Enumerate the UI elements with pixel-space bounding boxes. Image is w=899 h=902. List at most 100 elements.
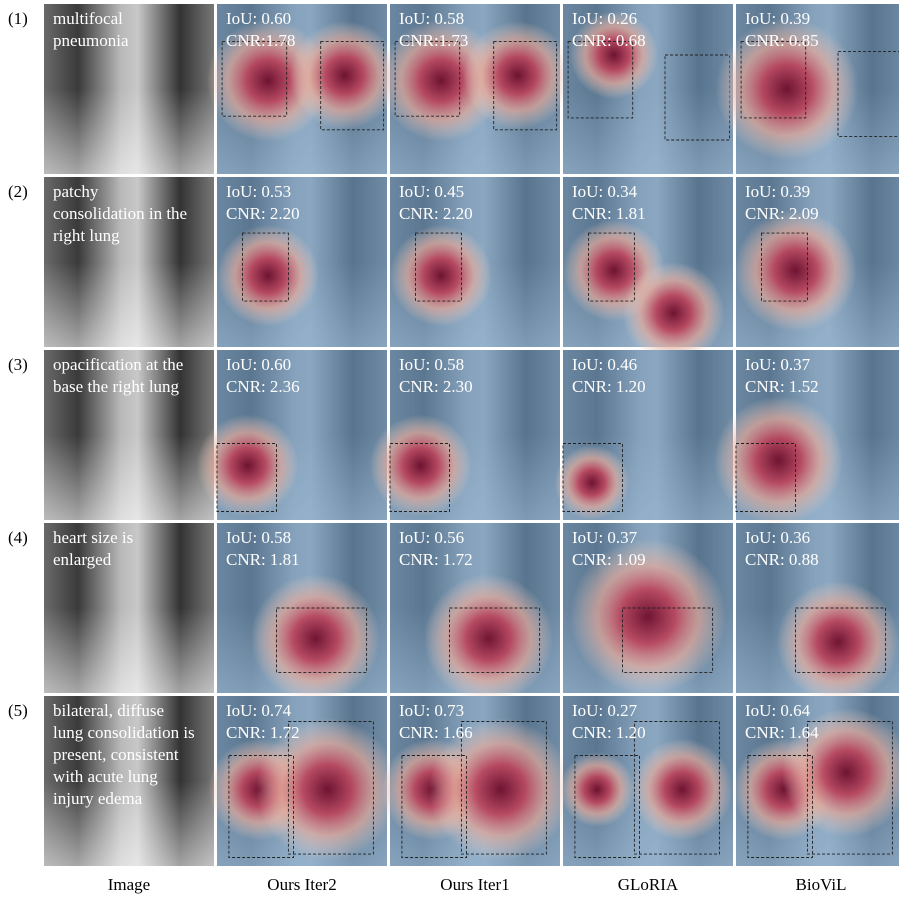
cnr-metric: CNR: 2.09 (745, 204, 819, 223)
cnr-metric: CNR: 0.88 (745, 550, 819, 569)
xray-floor (44, 350, 214, 520)
iou-metric: IoU: 0.73 (399, 701, 464, 720)
heatmap-image: IoU: 0.45 CNR: 2.20 (390, 177, 560, 347)
cnr-metric: CNR: 2.30 (399, 377, 473, 396)
iou-metric: IoU: 0.60 (226, 355, 291, 374)
row-label: (5) (8, 701, 28, 720)
iou-metric: IoU: 0.34 (572, 182, 638, 201)
heat-blob (370, 415, 472, 517)
heatmap-image: IoU: 0.39 CNR: 0.85 (716, 4, 899, 174)
heatmap-image: IoU: 0.27 CNR: 1.20 (560, 696, 733, 866)
xray-image: heart size is enlarged (44, 523, 214, 693)
cnr-metric: CNR: 2.36 (226, 377, 300, 396)
column-header: Image (108, 875, 150, 894)
cnr-metric: CNR:1.73 (399, 31, 468, 50)
heatmap-image: IoU: 0.26 CNR: 0.68 (563, 4, 733, 174)
iou-metric: IoU: 0.36 (745, 528, 810, 547)
row-label: (2) (8, 182, 28, 201)
row-label: (1) (8, 9, 28, 28)
iou-metric: IoU: 0.37 (572, 528, 638, 547)
heatmap-image: IoU: 0.37 CNR: 1.52 (714, 350, 899, 525)
cnr-metric: CNR: 2.20 (226, 204, 300, 223)
xray-floor (44, 4, 214, 174)
heatmap-image: IoU: 0.60 CNR:1.78 (207, 4, 399, 174)
cnr-metric: CNR: 1.09 (572, 550, 646, 569)
heat-blob (734, 209, 856, 331)
heat-blob (424, 574, 553, 703)
heat-blob (217, 225, 319, 327)
heatmap-image: IoU: 0.58 CNR:1.73 (380, 4, 572, 174)
heatmap-image: IoU: 0.46 CNR: 1.20 (555, 350, 734, 520)
caption-line: consolidation in the (53, 204, 187, 223)
iou-metric: IoU: 0.46 (572, 355, 637, 374)
column-header: Ours Iter2 (267, 875, 336, 894)
caption-line: multifocal (53, 9, 123, 28)
heatmap-image: IoU: 0.53CNR: 2.20 (217, 177, 387, 347)
column-header: Ours Iter1 (440, 875, 509, 894)
heatmap-image: IoU: 0.37 CNR: 1.09 (563, 523, 733, 695)
caption-line: with acute lung (53, 767, 158, 786)
iou-metric: IoU: 0.37 (745, 355, 811, 374)
cnr-metric: CNR: 0.85 (745, 31, 819, 50)
heatmap-image: IoU: 0.58 CNR: 1.81 (217, 523, 387, 703)
cnr-metric: CNR: 1.20 (572, 723, 646, 742)
cnr-metric: CNR: 1.64 (745, 723, 819, 742)
heat-blob (714, 396, 843, 525)
cnr-metric: CNR: 1.66 (399, 723, 473, 742)
iou-metric: IoU: 0.26 (572, 9, 637, 28)
heatmap-image: IoU: 0.34 CNR: 1.81 (563, 177, 733, 364)
xray-image: opacification at thebase the right lung (44, 350, 214, 520)
iou-metric: IoU: 0.58 (399, 355, 464, 374)
row-label: (4) (8, 528, 28, 547)
cnr-metric: CNR: 1.72 (226, 723, 300, 742)
heat-blob (390, 225, 492, 327)
heatmap-image: IoU: 0.56 CNR: 1.72 (390, 523, 560, 703)
column-header: BioViL (796, 875, 847, 894)
caption-line: enlarged (53, 550, 112, 569)
heat-blob (623, 262, 725, 364)
heatmap-image: IoU: 0.58 CNR: 2.30 (370, 350, 560, 520)
heatmap-image: IoU: 0.73 CNR: 1.66 (382, 696, 572, 866)
xray-floor (44, 523, 214, 693)
caption-line: pneumonia (53, 31, 129, 50)
cnr-metric: CNR: 1.81 (226, 550, 300, 569)
cnr-metric: CNR: 1.52 (745, 377, 819, 396)
iou-metric: IoU: 0.64 (745, 701, 811, 720)
heat-blob (251, 574, 380, 703)
iou-metric: IoU: 0.27 (572, 701, 638, 720)
iou-metric: IoU: 0.45 (399, 182, 464, 201)
heatmap-image: IoU: 0.36 CNR: 0.88 (736, 523, 899, 703)
iou-metric: IoU: 0.58 (399, 9, 464, 28)
caption-line: heart size is (53, 528, 133, 547)
iou-metric: IoU: 0.39 (745, 9, 810, 28)
heat-blob (631, 739, 733, 841)
caption-line: base the right lung (53, 377, 180, 396)
cnr-metric: CNR:1.78 (226, 31, 295, 50)
caption-line: bilateral, diffuse (53, 701, 164, 720)
iou-metric: IoU: 0.39 (745, 182, 810, 201)
xray-image: multifocal pneumonia (44, 4, 214, 174)
cnr-metric: CNR: 1.20 (572, 377, 646, 396)
iou-metric: IoU: 0.74 (226, 701, 292, 720)
cnr-metric: CNR: 1.72 (399, 550, 473, 569)
caption-line: patchy (53, 182, 99, 201)
column-header: GLoRIA (618, 875, 679, 894)
caption-line: injury edema (53, 789, 143, 808)
iou-metric: IoU: 0.60 (226, 9, 291, 28)
iou-metric: IoU: 0.58 (226, 528, 291, 547)
heat-blob (560, 752, 635, 827)
heatmap-image: IoU: 0.60 CNR: 2.36 (197, 350, 387, 520)
heat-blob (463, 21, 572, 130)
heat-blob (555, 445, 630, 520)
cnr-metric: CNR: 1.81 (572, 204, 646, 223)
cnr-metric: CNR: 0.68 (572, 31, 646, 50)
iou-metric: IoU: 0.56 (399, 528, 464, 547)
heatmap-image: IoU: 0.64 CNR: 1.64 (733, 696, 899, 866)
cnr-metric: CNR: 2.20 (399, 204, 473, 223)
figure: multifocalpneumoniaIoU: 0.60CNR:1.78IoU:… (0, 0, 899, 897)
heatmap-image: IoU: 0.74 CNR: 1.72 (209, 696, 399, 866)
xray-floor (44, 177, 214, 347)
caption-line: present, consistent (53, 745, 179, 764)
